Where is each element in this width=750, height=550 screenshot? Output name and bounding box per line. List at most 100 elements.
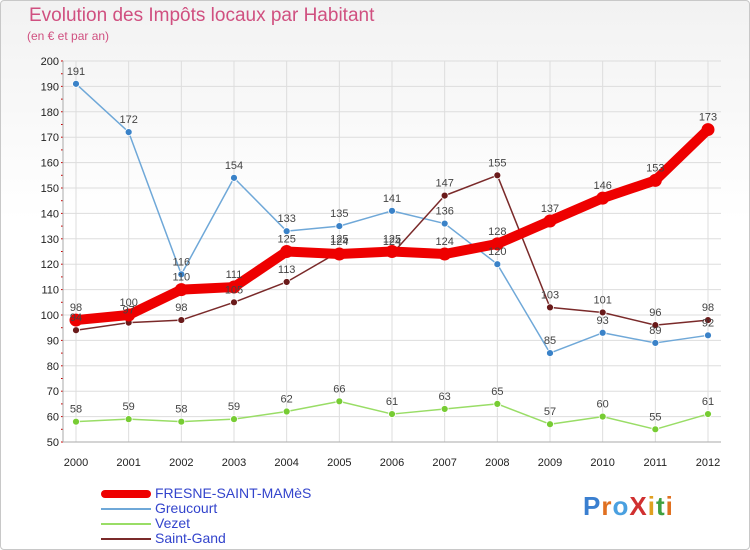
logo-letter: P — [583, 491, 602, 521]
legend-label: Vezet — [155, 515, 191, 531]
y-tick-label: 80 — [47, 361, 59, 373]
data-point — [493, 260, 502, 269]
data-point — [440, 191, 449, 200]
data-label: 98 — [175, 302, 187, 314]
data-point — [124, 415, 133, 424]
data-point — [543, 214, 557, 228]
data-label: 125 — [383, 234, 401, 246]
data-point — [335, 222, 344, 231]
data-label: 101 — [593, 294, 611, 306]
logo-letter: o — [612, 491, 630, 521]
data-point — [704, 331, 712, 340]
data-label: 125 — [277, 234, 295, 246]
y-tick-label: 170 — [41, 132, 59, 144]
data-point — [493, 171, 502, 180]
data-label: 135 — [330, 208, 348, 220]
y-tick-label: 190 — [41, 81, 59, 93]
y-tick-label: 90 — [47, 335, 59, 347]
data-label: 173 — [699, 112, 717, 124]
data-point — [596, 191, 610, 205]
x-tick-label: 2005 — [327, 457, 351, 469]
data-point — [598, 328, 607, 337]
data-label: 55 — [649, 411, 661, 423]
data-label: 153 — [646, 162, 664, 174]
x-tick-label: 2009 — [538, 457, 562, 469]
data-label: 111 — [226, 269, 243, 281]
data-point — [651, 339, 660, 347]
data-label: 133 — [277, 213, 295, 225]
x-tick-label: 2006 — [380, 457, 404, 469]
logo-letter: r — [601, 491, 613, 521]
data-point — [282, 227, 291, 236]
data-label: 98 — [70, 302, 82, 314]
data-label: 59 — [123, 401, 135, 413]
x-tick-label: 2008 — [485, 457, 509, 469]
data-label: 124 — [383, 236, 401, 248]
data-label: 62 — [281, 394, 293, 406]
data-label: 59 — [228, 401, 240, 413]
data-point — [493, 399, 502, 408]
data-point — [651, 321, 660, 330]
data-point — [332, 247, 346, 261]
y-tick-label: 200 — [41, 56, 59, 68]
data-point — [546, 420, 554, 429]
data-label: 89 — [649, 325, 661, 337]
data-point — [490, 237, 504, 251]
data-label: 120 — [488, 246, 506, 258]
x-tick-label: 2000 — [64, 457, 88, 469]
legend-label: Greucourt — [155, 500, 218, 516]
x-tick-label: 2002 — [169, 457, 193, 469]
data-point — [124, 128, 133, 137]
proxiti-logo: ProXiti — [583, 491, 674, 522]
data-label: 60 — [597, 399, 609, 411]
data-label: 191 — [67, 66, 85, 78]
data-point — [122, 308, 136, 322]
x-tick-label: 2011 — [644, 457, 668, 469]
data-label: 97 — [123, 305, 135, 317]
logo-letter: t — [655, 491, 666, 521]
data-point — [177, 417, 186, 426]
data-label: 92 — [702, 317, 714, 329]
y-tick-label: 160 — [41, 158, 59, 170]
data-label: 103 — [541, 289, 559, 301]
data-point — [230, 298, 238, 307]
data-label: 57 — [544, 406, 556, 418]
y-tick-label: 110 — [41, 285, 59, 297]
data-point — [72, 326, 80, 335]
y-tick-label: 100 — [41, 310, 59, 322]
x-tick-label: 2007 — [432, 457, 456, 469]
data-label: 128 — [488, 226, 506, 238]
grid-lines — [63, 60, 721, 443]
data-point — [598, 412, 607, 421]
y-tick-label: 120 — [41, 259, 59, 271]
data-point — [72, 79, 80, 88]
legend-swatch — [101, 508, 151, 510]
data-point — [177, 270, 186, 279]
data-point — [701, 123, 715, 137]
data-label: 147 — [435, 178, 453, 190]
data-label: 100 — [119, 297, 137, 309]
data-label: 154 — [225, 160, 243, 172]
data-point — [438, 247, 452, 261]
logo-letter: i — [647, 491, 656, 521]
data-label: 124 — [330, 236, 348, 248]
legend-swatch — [101, 490, 151, 498]
legend-swatch — [101, 523, 151, 525]
data-point — [174, 283, 188, 297]
y-tick-label: 60 — [47, 412, 59, 424]
data-point — [648, 173, 662, 187]
data-point — [72, 417, 80, 426]
legend-swatch — [101, 538, 151, 540]
data-label: 98 — [702, 302, 714, 314]
data-point — [335, 397, 344, 406]
data-point — [440, 405, 449, 413]
data-label: 172 — [119, 114, 137, 126]
data-point — [385, 245, 399, 258]
data-point — [282, 407, 291, 416]
data-point — [546, 349, 554, 358]
data-point — [388, 410, 396, 418]
chart-title: Evolution des Impôts locaux par Habitant — [29, 5, 375, 26]
